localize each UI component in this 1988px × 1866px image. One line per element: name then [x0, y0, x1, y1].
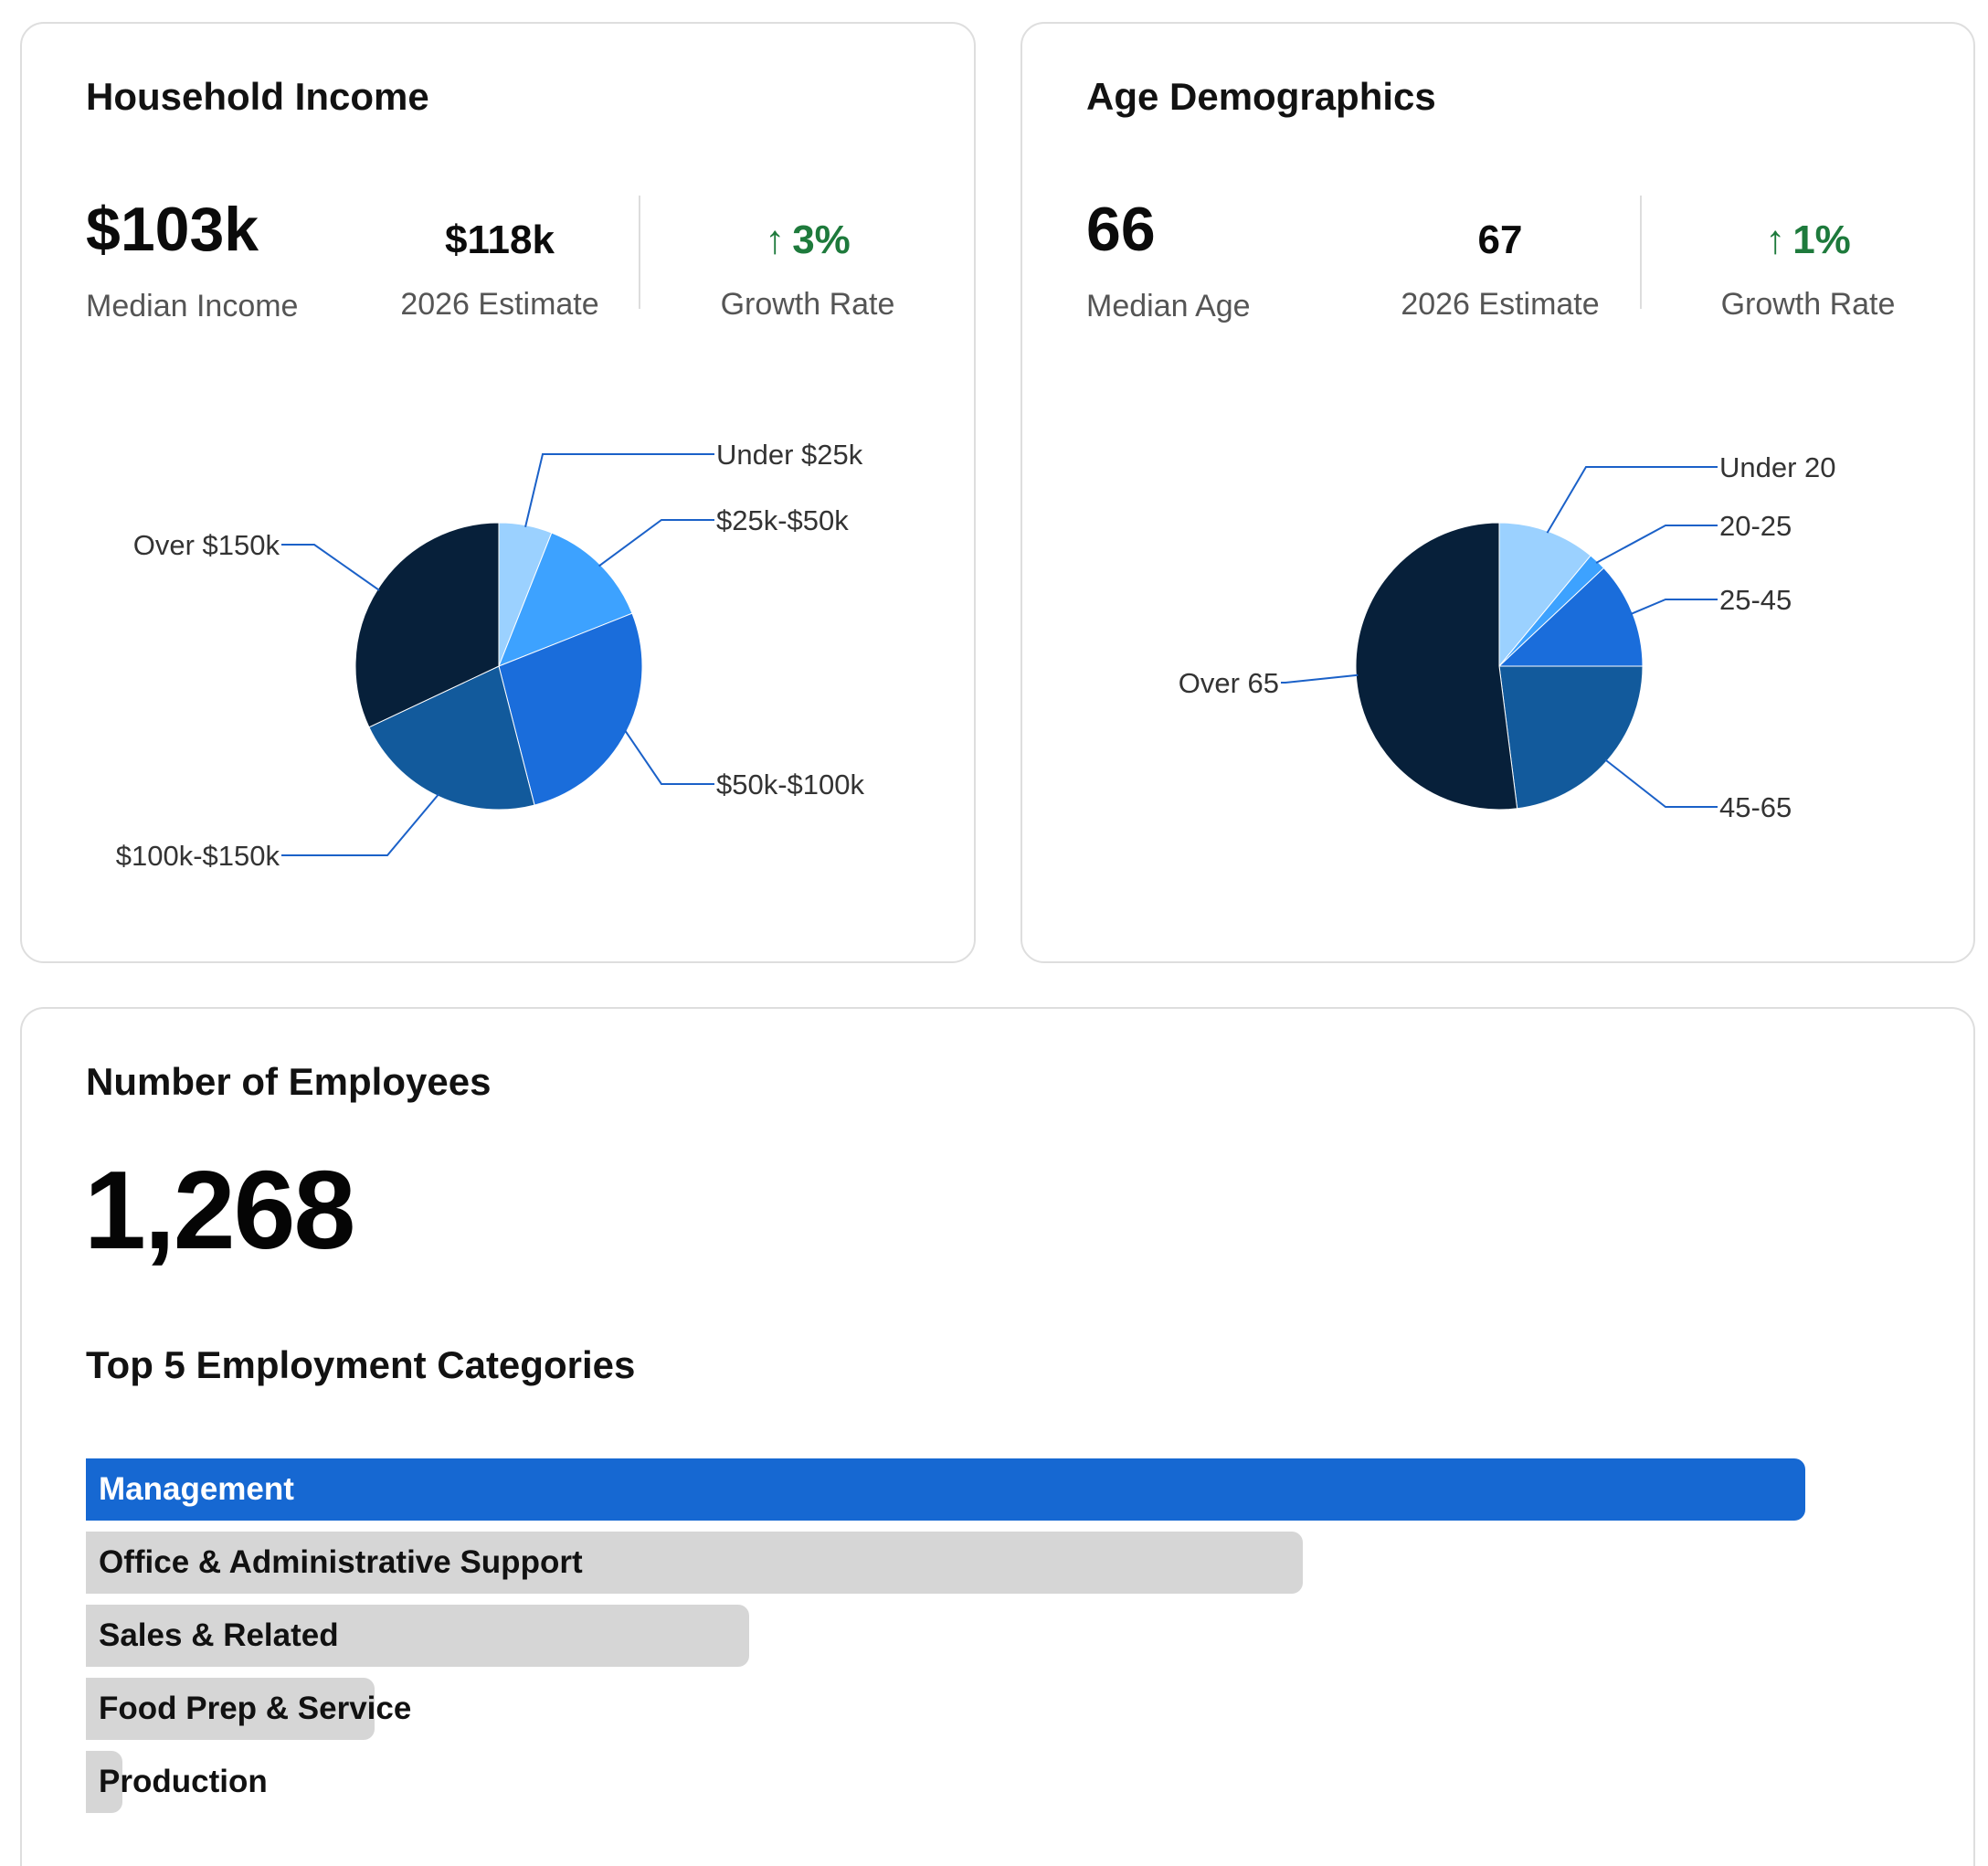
age-growth-value: ↑ 1% — [1676, 217, 1940, 263]
employment-bar-fill — [86, 1678, 375, 1740]
income-estimate-value: $118k — [445, 217, 555, 262]
employment-bar-row: Production — [86, 1751, 1805, 1813]
income-pie-label: Under $25k — [716, 439, 863, 471]
income-pie-label: $100k-$150k — [116, 840, 280, 872]
age-estimate-label: 2026 Estimate — [1401, 287, 1600, 322]
age-pie-slice — [1355, 522, 1518, 811]
employment-bar-row: Management — [86, 1458, 1805, 1521]
income-pie-leader-line — [281, 544, 380, 591]
age-pie-leader-line — [1595, 525, 1718, 564]
age-pie-leader-line — [1281, 673, 1359, 684]
employment-bar-label: Production — [99, 1764, 268, 1799]
age-growth-percent: 1% — [1792, 217, 1851, 262]
age-pie-label: 20-25 — [1719, 510, 1792, 542]
arrow-up-icon: ↑ — [1765, 217, 1786, 262]
employment-bar-row: Food Prep & Service — [86, 1678, 1805, 1740]
employment-bar-label: Sales & Related — [99, 1617, 339, 1653]
age-pie-label: 25-45 — [1719, 584, 1792, 616]
income-pie-label: $25k-$50k — [716, 504, 849, 536]
employment-bar-label: Food Prep & Service — [99, 1691, 412, 1726]
age-growth-label: Growth Rate — [1720, 287, 1896, 322]
income-pie-leader-line — [624, 729, 714, 785]
employment-bar-label: Management — [99, 1471, 294, 1507]
age-pie-leader-line — [1546, 466, 1718, 534]
age-pie-label: 45-65 — [1719, 791, 1792, 823]
income-pie-leader-line — [281, 793, 439, 856]
median-income-value: $103k — [86, 195, 259, 264]
age-title: Age Demographics — [1086, 75, 1436, 118]
median-income-label: Median Income — [86, 289, 299, 323]
arrow-up-icon: ↑ — [765, 217, 786, 262]
age-pie-leader-line — [1630, 599, 1718, 615]
income-pie-label: $50k-$100k — [716, 769, 865, 800]
employment-bar-fill — [86, 1458, 1805, 1521]
employment-bar-fill — [86, 1751, 122, 1813]
age-pie-slice — [1498, 665, 1644, 810]
income-estimate-label: 2026 Estimate — [400, 287, 599, 322]
employment-bar-fill — [86, 1532, 1304, 1594]
income-title: Household Income — [86, 75, 429, 118]
age-pie-label: Under 20 — [1719, 451, 1836, 483]
household-income-card: Household Income $103k Median Income $11… — [20, 22, 976, 963]
employment-bar-row: Sales & Related — [86, 1605, 1805, 1667]
employment-bar-fill — [86, 1605, 750, 1667]
age-estimate-value: 67 — [1477, 217, 1523, 262]
employment-bar-label: Office & Administrative Support — [99, 1544, 583, 1580]
income-pie-chart: Under $25k $25k-$50k $50k-$100k $100k-$150k… — [116, 439, 865, 872]
age-pie-label: Over 65 — [1179, 667, 1279, 699]
employees-title: Number of Employees — [86, 1060, 492, 1103]
income-pie-leader-line — [598, 519, 714, 567]
age-demographics-card: Age Demographics 66 Median Age 67 2026 E… — [1020, 22, 1975, 963]
income-growth-label: Growth Rate — [720, 287, 895, 322]
employment-bar-row: Office & Administrative Support — [86, 1532, 1805, 1594]
age-pie-leader-line — [1604, 758, 1718, 808]
employee-count: 1,268 — [84, 1148, 355, 1272]
income-growth-percent: 3% — [792, 217, 851, 262]
income-pie-label: Over $150k — [133, 529, 280, 561]
income-growth-value: ↑ 3% — [675, 217, 940, 263]
employees-card: Number of Employees 1,268 Top 5 Employme… — [20, 1007, 1975, 1866]
median-age-value: 66 — [1086, 195, 1156, 264]
income-stat-divider — [639, 196, 640, 309]
median-age-label: Median Age — [1086, 289, 1251, 323]
employment-categories-title: Top 5 Employment Categories — [86, 1343, 636, 1386]
age-stat-divider — [1640, 196, 1642, 309]
income-pie-leader-line — [524, 453, 714, 527]
age-pie-chart: Under 20 20-25 25-45 45-65 Over 65 — [1179, 451, 1836, 823]
